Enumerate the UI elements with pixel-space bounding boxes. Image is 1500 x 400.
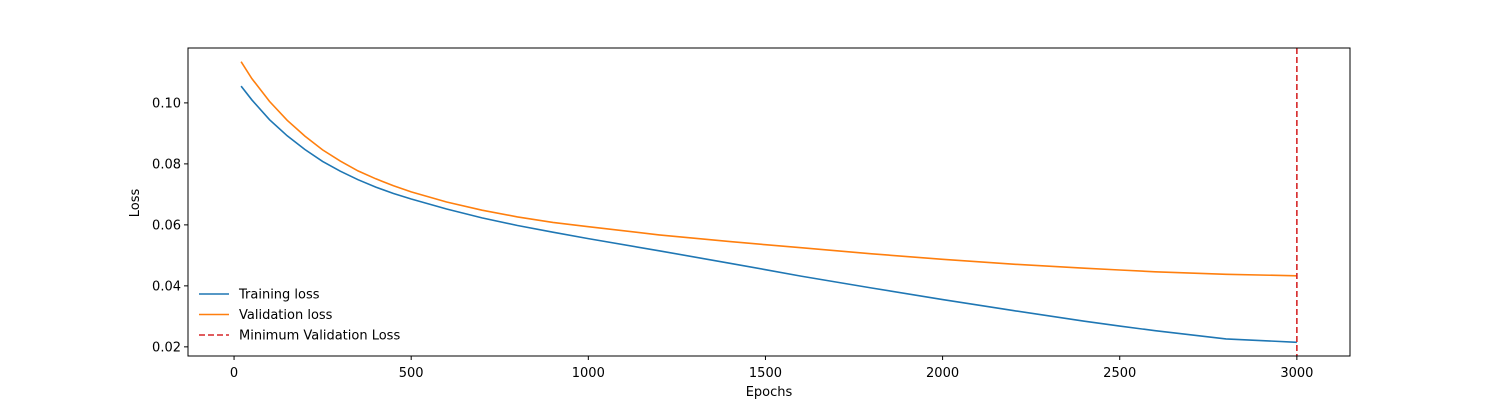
series-line-training-loss: [240, 85, 1297, 344]
y-tick-label: 0.02: [152, 340, 181, 355]
x-axis-ticks: 0 500 1000 1500 2000 2500 3000: [230, 356, 1313, 381]
legend: Training loss Validation loss Minimum Vali…: [199, 288, 400, 344]
x-tick-label: 2500: [1103, 366, 1136, 381]
legend-item-training-loss: Training loss: [199, 288, 320, 303]
y-axis-ticks: 0.02 0.04 0.06 0.08 0.10: [152, 96, 188, 355]
y-tick-label: 0.10: [152, 96, 181, 111]
x-tick-label: 0: [230, 366, 238, 381]
legend-label: Training loss: [238, 288, 320, 303]
y-tick-label: 0.08: [152, 157, 181, 172]
legend-label: Minimum Validation Loss: [239, 329, 400, 344]
x-tick-label: 2000: [926, 366, 959, 381]
x-tick-label: 500: [399, 366, 424, 381]
y-tick-label: 0.04: [152, 279, 181, 294]
plot-background: [188, 48, 1350, 356]
y-axis-label: Loss: [128, 189, 143, 218]
x-axis-label: Epochs: [746, 385, 793, 400]
legend-label: Validation loss: [239, 308, 333, 323]
series-line-validation-loss: [240, 61, 1297, 277]
legend-item-minimum-validation-loss: Minimum Validation Loss: [199, 329, 400, 344]
x-tick-label: 1000: [572, 366, 605, 381]
x-tick-label: 1500: [749, 366, 782, 381]
x-tick-label: 3000: [1280, 366, 1313, 381]
plot-frame: [187, 47, 1351, 357]
y-tick-label: 0.06: [152, 218, 181, 233]
legend-item-validation-loss: Validation loss: [199, 308, 333, 323]
series-layer: [240, 61, 1297, 344]
